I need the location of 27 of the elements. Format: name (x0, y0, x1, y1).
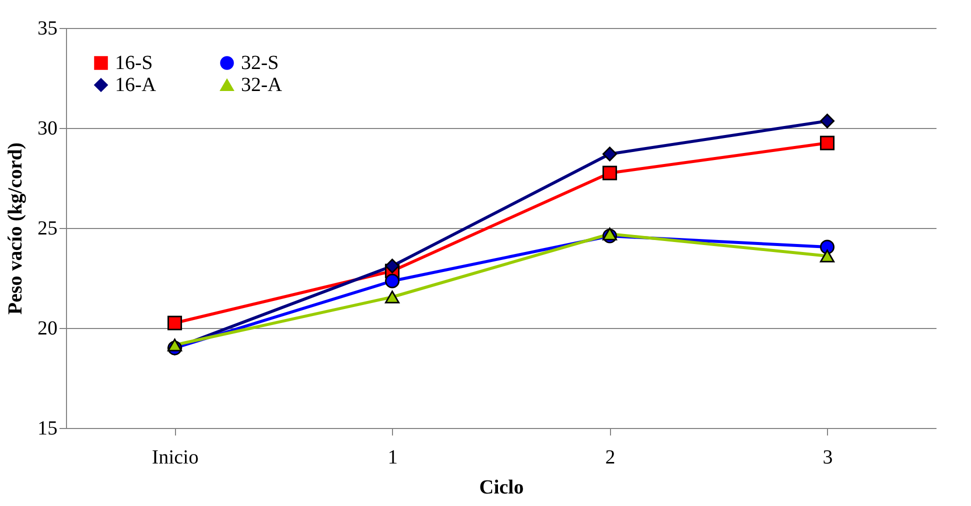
point (602, 166, 618, 180)
point (820, 136, 835, 150)
y-tick-label: 25 (38, 218, 58, 240)
y-tick-label: 15 (38, 418, 58, 440)
x-axis-title: Ciclo (479, 476, 524, 498)
y-axis-title: Peso vacío (kg/cord) (4, 142, 26, 315)
x-tick-label: 3 (822, 446, 833, 468)
legend-label: 32-S (241, 52, 279, 74)
legend-label: 16-S (115, 52, 153, 74)
y-tick-label: 20 (38, 318, 58, 340)
point (820, 250, 835, 262)
point (384, 290, 400, 304)
point (167, 338, 182, 352)
y-tick-label: 35 (38, 18, 58, 40)
x-tick-label: Inicio (152, 446, 199, 468)
x-tick-label: 2 (605, 446, 616, 468)
point (602, 228, 618, 240)
legend-label: 32-A (241, 74, 283, 96)
point (167, 316, 182, 330)
point (602, 146, 618, 162)
x-tick-label: 1 (388, 446, 398, 468)
point (384, 258, 400, 274)
point (384, 274, 400, 288)
legend-label: 16-A (115, 74, 157, 96)
point (820, 240, 835, 254)
y-tick-label: 30 (38, 118, 58, 140)
point (820, 114, 835, 128)
